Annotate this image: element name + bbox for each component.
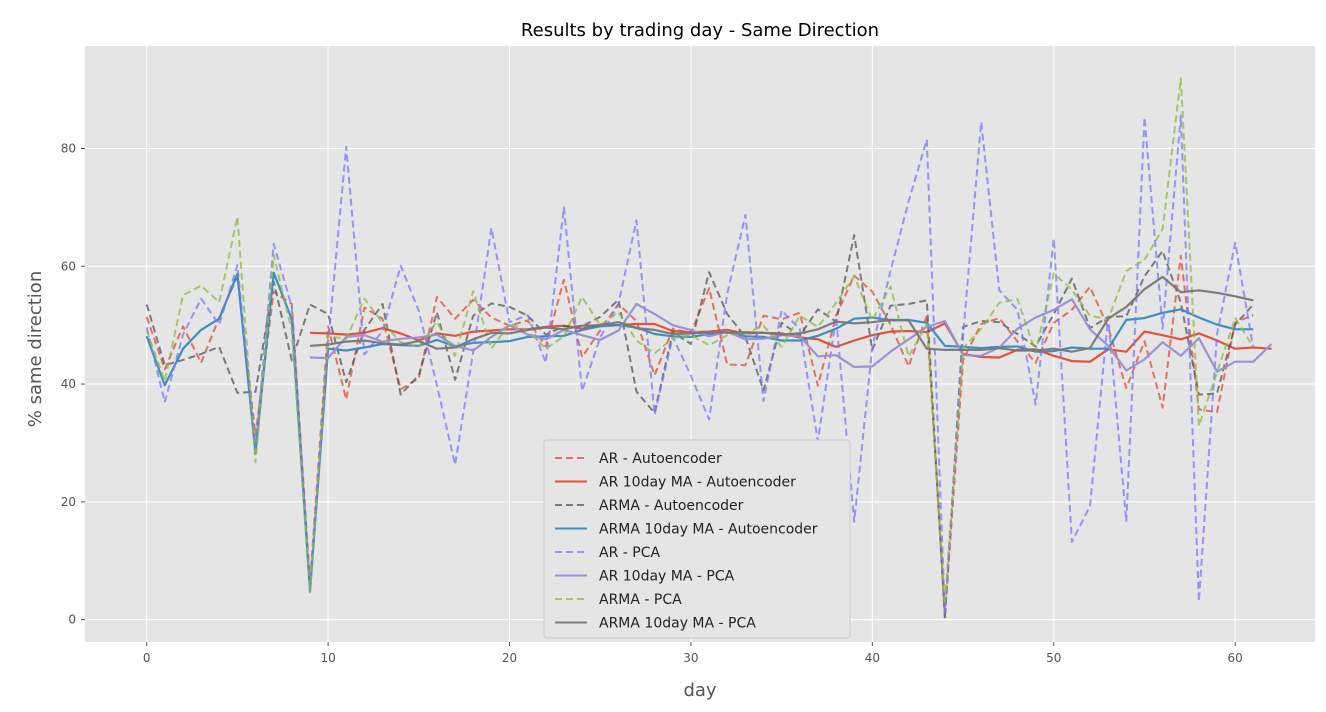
legend-label-ar-10day-ma-pca: AR 10day MA - PCA [599, 569, 735, 585]
x-axis-title: day [683, 680, 716, 701]
legend-label-arma-10day-ma-pca: ARMA 10day MA - PCA [599, 616, 756, 632]
x-tick-label: 30 [683, 651, 698, 665]
x-tick-label: 40 [865, 651, 880, 665]
y-tick-label: 40 [61, 377, 76, 391]
ticks: 0 10 20 30 40 50 60 0 20 40 60 80 [61, 141, 1243, 665]
grid [85, 46, 1315, 642]
series-line-arma-pca [145, 77, 1255, 606]
legend-label-ar-10day-ma-autoencoder: AR 10day MA - Autoencoder [599, 475, 796, 491]
chart-title: Results by trading day - Same Direction [521, 20, 879, 41]
x-tick-label: 60 [1228, 651, 1243, 665]
y-tick-label: 80 [61, 141, 76, 155]
x-tick-label: 10 [320, 651, 335, 665]
y-tick-label: 20 [61, 495, 76, 509]
legend-label-arma-10day-ma-autoencoder: ARMA 10day MA - Autoencoder [599, 522, 818, 538]
y-axis-title: % same direction [25, 271, 46, 427]
x-tick-label: 20 [502, 651, 517, 665]
series-line-arma-10day-ma-autoencoder [145, 271, 1254, 593]
x-tick-label: 50 [1046, 651, 1061, 665]
legend-label-arma-pca: ARMA - PCA [599, 592, 682, 608]
legend-label-arma-autoencoder: ARMA - Autoencoder [599, 498, 744, 514]
legend: AR - Autoencoder AR 10day MA - Autoencode… [543, 439, 851, 639]
series-line-arma-10day-ma-pca [309, 275, 1254, 353]
y-tick-label: 60 [61, 259, 76, 273]
legend-box [543, 439, 851, 639]
legend-label-ar-autoencoder: AR - Autoencoder [599, 451, 722, 467]
legend-label-ar-pca: AR - PCA [599, 545, 660, 561]
y-tick-label: 0 [68, 613, 76, 627]
series-line-ar-pca [145, 114, 1255, 615]
x-tick-label: 0 [143, 651, 151, 665]
series-line-ar-10day-ma-pca [309, 298, 1273, 373]
series-group [145, 77, 1273, 620]
